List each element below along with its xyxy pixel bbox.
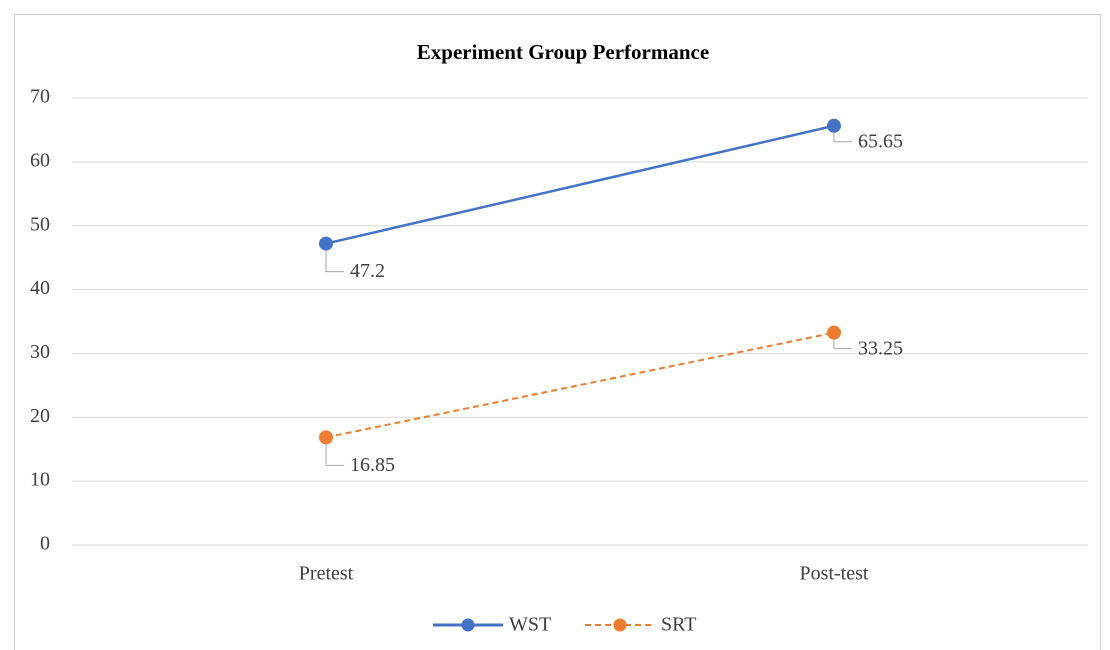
chart-title: Experiment Group Performance xyxy=(417,40,709,64)
data-label: 33.25 xyxy=(858,337,903,359)
marker xyxy=(319,236,333,251)
y-tick-label: 10 xyxy=(30,469,50,491)
leader-line xyxy=(325,250,344,273)
y-tick-label: 20 xyxy=(30,405,50,427)
data-label: 65.65 xyxy=(858,130,903,152)
data-label: 16.85 xyxy=(350,454,395,476)
legend-marker xyxy=(613,618,627,632)
leader-line xyxy=(325,444,344,466)
marker xyxy=(827,118,841,133)
y-tick-label: 70 xyxy=(30,86,50,108)
leader-line xyxy=(833,339,852,350)
marker xyxy=(319,430,333,445)
data-label: 47.2 xyxy=(350,260,385,282)
legend-label: WST xyxy=(509,614,551,636)
marker xyxy=(827,325,841,340)
series-line xyxy=(325,331,835,439)
x-tick-label: Pretest xyxy=(299,563,354,585)
legend-label: SRT xyxy=(661,614,696,636)
x-tick-label: Post-test xyxy=(800,563,869,585)
y-tick-label: 0 xyxy=(40,533,50,555)
y-tick-label: 30 xyxy=(30,341,50,363)
series-line xyxy=(325,124,835,245)
y-tick-label: 40 xyxy=(30,277,50,299)
y-tick-label: 50 xyxy=(30,213,50,235)
leader-line xyxy=(833,132,852,143)
legend-marker xyxy=(461,618,475,632)
chart-border xyxy=(14,14,1101,650)
y-tick-label: 60 xyxy=(30,149,50,171)
